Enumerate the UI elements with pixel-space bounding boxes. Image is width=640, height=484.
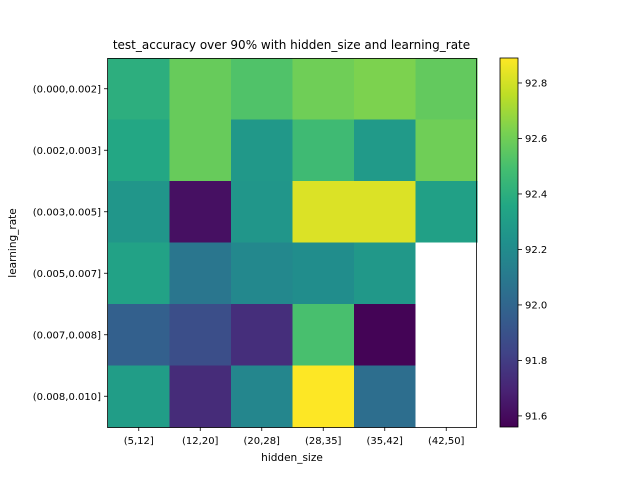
x-axis-label: hidden_size <box>261 452 323 464</box>
heatmap-cell <box>415 181 478 244</box>
heatmap-cell <box>292 119 355 182</box>
heatmap-cell <box>108 365 171 428</box>
heatmap-cell <box>108 304 171 367</box>
y-tick-label: (0.008,0.010] <box>33 392 101 403</box>
colorbar-tick-label: 92.4 <box>525 189 547 200</box>
x-tick-label: (35,42] <box>367 436 404 447</box>
heatmap-cell <box>415 365 478 428</box>
y-axis: (0.000,0.002] (0.002,0.003] (0.003,0.005] (… <box>33 84 108 403</box>
heatmap-cell <box>354 181 417 244</box>
heatmap-cell <box>169 242 232 305</box>
heatmap-cell <box>354 119 417 182</box>
heatmap-cell <box>231 181 294 244</box>
y-tick-label: (0.005,0.007] <box>33 269 101 280</box>
y-tick-label: (0.007,0.008] <box>33 330 101 341</box>
x-tick-label: (28,35] <box>305 436 342 447</box>
heatmap-cell <box>415 58 478 121</box>
colorbar-tick-label: 91.8 <box>525 356 547 367</box>
heatmap-cell <box>231 365 294 428</box>
heatmap-cell <box>292 181 355 244</box>
heatmap-cell <box>169 58 232 121</box>
chart-title: test_accuracy over 90% with hidden_size … <box>113 38 470 52</box>
heatmap-cell <box>108 119 171 182</box>
heatmap-cell <box>169 365 232 428</box>
heatmap-cell <box>292 365 355 428</box>
heatmap-cell <box>415 242 478 305</box>
colorbar-ticks: 91.6 91.8 92.0 92.2 92.4 92.6 92.8 <box>518 78 547 422</box>
heatmap-cell <box>231 304 294 367</box>
heatmap-cell <box>169 304 232 367</box>
heatmap-cell <box>354 58 417 121</box>
heatmap-cell <box>169 181 232 244</box>
heatmap-cell <box>354 242 417 305</box>
heatmap-cell <box>231 58 294 121</box>
y-axis-label: learning_rate <box>7 208 19 277</box>
colorbar <box>499 57 519 428</box>
x-axis: (5,12] (12,20] (20,28] (28,35] (35,42] (42,50… <box>124 427 465 447</box>
heatmap-cell <box>292 242 355 305</box>
plot-frame <box>107 58 477 428</box>
colorbar-tick-label: 91.6 <box>525 411 547 422</box>
heatmap-cell <box>415 119 478 182</box>
heatmap-cell <box>415 304 478 367</box>
heatmap-cell <box>354 304 417 367</box>
y-tick-label: (0.002,0.003] <box>33 146 101 157</box>
colorbar-tick-label: 92.2 <box>525 245 547 256</box>
x-tick-label: (42,50] <box>428 436 465 447</box>
heatmap-cells <box>108 58 478 428</box>
heatmap-cell <box>108 242 171 305</box>
heatmap-cell <box>231 119 294 182</box>
x-tick-label: (20,28] <box>244 436 281 447</box>
y-tick-label: (0.000,0.002] <box>33 84 101 95</box>
y-tick-label: (0.003,0.005] <box>33 207 101 218</box>
heatmap-cell <box>169 119 232 182</box>
heatmap-cell <box>231 242 294 305</box>
x-tick-label: (5,12] <box>124 436 154 447</box>
heatmap-cell <box>108 58 171 121</box>
heatmap-cell <box>354 365 417 428</box>
colorbar-tick-label: 92.6 <box>525 134 547 145</box>
heatmap-cell <box>292 304 355 367</box>
x-tick-label: (12,20] <box>182 436 219 447</box>
colorbar-tick-label: 92.0 <box>525 300 547 311</box>
heatmap-cell <box>108 181 171 244</box>
heatmap-cell <box>292 58 355 121</box>
colorbar-tick-label: 92.8 <box>525 78 547 89</box>
